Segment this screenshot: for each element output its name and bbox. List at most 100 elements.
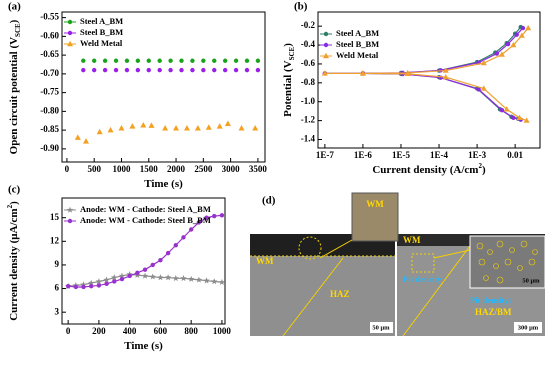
scale-label: 50 μm (522, 277, 540, 284)
data-marker (65, 284, 71, 289)
data-marker (404, 69, 411, 76)
micrograph-panel: (d) WM WM HAZ 50 μm 50 μm WM Pit density… (250, 192, 546, 337)
y-tick-label: 9 (55, 259, 60, 269)
x-tick-label: 3500 (249, 164, 268, 174)
data-marker (510, 41, 517, 48)
inset-label: WM (366, 199, 384, 209)
data-marker (74, 134, 81, 140)
x-tick-label: 1E-7 (316, 150, 335, 160)
data-marker (111, 274, 118, 281)
axis-label: Current density (A/cm2) (372, 162, 486, 176)
micro-label: Pit density↑ (403, 274, 446, 284)
data-marker (442, 67, 449, 73)
data-marker (233, 67, 239, 73)
data-marker (124, 67, 130, 73)
data-marker (523, 117, 530, 123)
axis-label-part: Time (s) (144, 178, 183, 190)
y-tick-label: -0.75 (40, 87, 59, 97)
y-tick-label: -0.65 (40, 49, 59, 59)
data-marker (190, 67, 195, 73)
data-marker (150, 262, 155, 268)
inset-photo (351, 192, 399, 242)
legend-marker (323, 42, 329, 48)
data-marker (104, 281, 109, 287)
data-marker (103, 276, 110, 283)
y-tick-label: -0.85 (40, 124, 59, 134)
scale-label: 50 μm (372, 324, 390, 331)
y-tick-label: -1.2 (301, 115, 316, 125)
panel-label: (a) (8, 1, 21, 13)
data-marker (498, 51, 505, 57)
data-marker (255, 67, 261, 73)
data-marker (157, 67, 162, 73)
data-marker (181, 235, 186, 240)
axis-label-part: 2 (6, 204, 14, 208)
x-tick-label: 1500 (140, 164, 159, 174)
boundary-line (282, 257, 344, 337)
data-marker (80, 281, 87, 288)
data-marker (190, 58, 195, 63)
x-tick-label: 500 (87, 164, 101, 174)
data-marker (81, 284, 86, 290)
data-marker (119, 276, 125, 282)
data-marker (149, 273, 156, 280)
data-marker (183, 125, 190, 131)
y-tick-label: -1.0 (301, 96, 316, 106)
axis-label-part: Open circuit potential (V (8, 37, 20, 154)
y-tick-label: -0.4 (301, 39, 316, 49)
x-tick-label: 1E-6 (354, 150, 373, 160)
axis-label-part: Time (s) (124, 340, 163, 352)
data-marker (201, 58, 206, 63)
y-tick-label: -0.70 (40, 68, 59, 78)
data-marker (219, 213, 225, 218)
panel-label: (b) (294, 1, 308, 13)
data-marker (118, 125, 125, 131)
data-marker (180, 274, 187, 282)
x-tick-label: 600 (154, 326, 168, 336)
y-tick-label: -0.2 (301, 20, 316, 30)
legend-label: Weld Metal (80, 38, 123, 48)
zoom-line (433, 249, 471, 259)
data-marker (359, 70, 366, 76)
legend-marker (67, 19, 73, 25)
axis-label-part: Current density (μA/cm (8, 208, 20, 320)
x-tick-label: 1000 (213, 326, 232, 336)
x-tick-label: 800 (184, 326, 198, 336)
data-marker (83, 138, 90, 144)
axis-label-part: ) (482, 164, 486, 176)
data-marker (179, 58, 184, 63)
data-marker (89, 284, 94, 289)
x-tick-label: 1E-5 (392, 150, 411, 160)
data-marker (205, 124, 212, 130)
data-marker (135, 58, 141, 63)
data-marker (158, 258, 163, 263)
data-marker (442, 73, 449, 80)
data-marker (238, 125, 245, 131)
data-marker (96, 283, 102, 288)
data-marker (480, 59, 487, 66)
scale-box (514, 322, 542, 333)
data-marker (499, 108, 505, 113)
data-marker (216, 123, 223, 129)
data-marker (222, 58, 228, 63)
data-marker (112, 279, 117, 284)
panel-label: (d) (262, 195, 276, 207)
data-marker (165, 250, 171, 256)
legend-marker (66, 206, 74, 213)
axis-label-part: Potential (V (282, 60, 294, 117)
data-marker (255, 58, 261, 63)
data-marker (480, 85, 487, 91)
x-tick-label: 2500 (194, 164, 213, 174)
data-marker (118, 272, 126, 279)
legend-label: Anode: WM - Cathode: Steel A_BM (80, 204, 211, 214)
axis-label: Potential (VSCE) (282, 43, 296, 117)
data-marker (172, 274, 180, 282)
x-tick-label: 2000 (167, 164, 186, 174)
plot-frame (317, 11, 541, 149)
data-marker (321, 70, 328, 76)
data-marker (525, 24, 532, 31)
x-tick-label: 0 (65, 164, 70, 174)
y-tick-label: -0.90 (40, 143, 59, 153)
guide-line (319, 239, 353, 259)
data-marker (102, 67, 108, 73)
